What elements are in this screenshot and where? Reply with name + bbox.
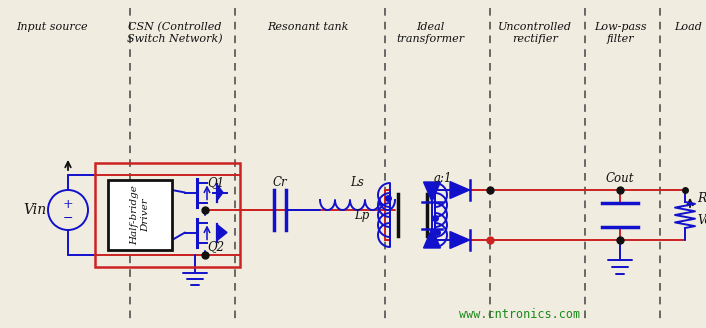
Text: R: R (697, 192, 706, 204)
Text: Vout: Vout (697, 214, 706, 227)
Polygon shape (424, 182, 441, 201)
Text: Lp: Lp (354, 209, 370, 221)
Polygon shape (424, 229, 441, 248)
Text: Uncontrolled
rectifier: Uncontrolled rectifier (498, 22, 572, 44)
Text: Input source: Input source (16, 22, 88, 32)
Text: a:1: a:1 (433, 172, 453, 184)
Text: Q2: Q2 (207, 240, 224, 254)
Text: Ideal
transformer: Ideal transformer (396, 22, 464, 44)
Text: +: + (63, 198, 73, 212)
Polygon shape (217, 184, 223, 200)
Text: Ls: Ls (351, 175, 364, 189)
Polygon shape (450, 182, 469, 198)
Text: Cout: Cout (606, 172, 634, 184)
Text: Resonant tank: Resonant tank (268, 22, 349, 32)
Polygon shape (217, 224, 227, 240)
Text: Half-bridge
Driver: Half-bridge Driver (131, 185, 150, 245)
Text: Low-pass
filter: Low-pass filter (594, 22, 646, 44)
Text: www.cntronics.com: www.cntronics.com (460, 309, 580, 321)
Text: Cr: Cr (273, 175, 287, 189)
Text: Vin: Vin (23, 203, 46, 217)
Bar (95, 163, 240, 267)
Text: −: − (63, 212, 73, 224)
Polygon shape (450, 232, 469, 248)
Text: Load: Load (674, 22, 702, 32)
Text: Q1: Q1 (207, 176, 224, 190)
Bar (108, 180, 172, 250)
Text: CSN (Controlled
Switch Network): CSN (Controlled Switch Network) (127, 22, 223, 44)
